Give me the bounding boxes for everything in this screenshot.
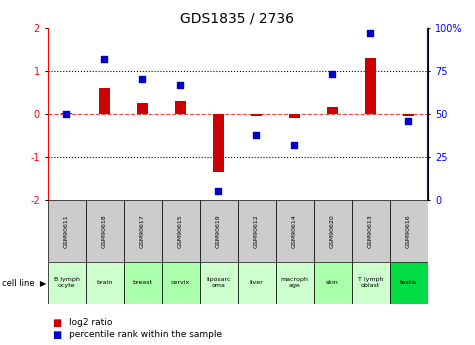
- Text: GSM90613: GSM90613: [368, 214, 373, 248]
- Bar: [124, 200, 162, 262]
- Text: liver: liver: [250, 280, 263, 285]
- Title: GDS1835 / 2736: GDS1835 / 2736: [180, 11, 294, 25]
- Text: GSM90618: GSM90618: [102, 214, 107, 248]
- Bar: [48, 262, 86, 304]
- Text: ■: ■: [52, 318, 61, 327]
- Bar: [86, 200, 124, 262]
- Bar: [200, 200, 238, 262]
- Text: skin: skin: [326, 280, 339, 285]
- Bar: [251, 114, 262, 116]
- Point: [367, 30, 374, 36]
- Text: GSM90614: GSM90614: [292, 214, 297, 248]
- Text: B lymph
ocyte: B lymph ocyte: [54, 277, 79, 288]
- Bar: [137, 103, 148, 114]
- Text: testis: testis: [400, 280, 417, 285]
- Bar: [352, 262, 390, 304]
- Text: GSM90616: GSM90616: [406, 214, 411, 248]
- Point: [63, 111, 70, 117]
- Text: GSM90612: GSM90612: [254, 214, 259, 248]
- Bar: [238, 200, 276, 262]
- Bar: [327, 107, 338, 114]
- Text: liposarc
oma: liposarc oma: [206, 277, 231, 288]
- Bar: [162, 200, 199, 262]
- Point: [177, 82, 184, 87]
- Bar: [390, 200, 428, 262]
- Bar: [48, 200, 86, 262]
- Text: percentile rank within the sample: percentile rank within the sample: [69, 330, 222, 339]
- Text: macroph
age: macroph age: [281, 277, 308, 288]
- Text: GSM90611: GSM90611: [64, 214, 69, 248]
- Text: brain: brain: [96, 280, 113, 285]
- Bar: [352, 200, 390, 262]
- Text: breast: breast: [133, 280, 152, 285]
- Text: cell line  ▶: cell line ▶: [2, 278, 47, 287]
- Bar: [289, 114, 300, 118]
- Bar: [314, 200, 352, 262]
- Bar: [403, 114, 414, 116]
- Bar: [276, 262, 314, 304]
- Point: [139, 77, 146, 82]
- Bar: [365, 58, 376, 114]
- Text: T lymph
oblast: T lymph oblast: [358, 277, 383, 288]
- Bar: [238, 262, 276, 304]
- Bar: [200, 262, 238, 304]
- Point: [253, 132, 260, 137]
- Bar: [124, 262, 162, 304]
- Text: GSM90615: GSM90615: [178, 214, 183, 248]
- Text: GSM90617: GSM90617: [140, 214, 145, 248]
- Text: log2 ratio: log2 ratio: [69, 318, 112, 327]
- Bar: [276, 200, 314, 262]
- Point: [101, 56, 108, 61]
- Point: [291, 142, 298, 148]
- Text: ■: ■: [52, 330, 61, 339]
- Bar: [390, 262, 428, 304]
- Bar: [314, 262, 352, 304]
- Bar: [175, 101, 186, 114]
- Point: [215, 189, 222, 194]
- Bar: [61, 113, 72, 114]
- Bar: [86, 262, 124, 304]
- Text: cervix: cervix: [171, 280, 190, 285]
- Point: [405, 118, 412, 124]
- Point: [329, 71, 336, 77]
- Bar: [162, 262, 199, 304]
- Text: GSM90619: GSM90619: [216, 214, 221, 248]
- Bar: [213, 114, 224, 172]
- Bar: [99, 88, 110, 114]
- Text: GSM90620: GSM90620: [330, 214, 335, 248]
